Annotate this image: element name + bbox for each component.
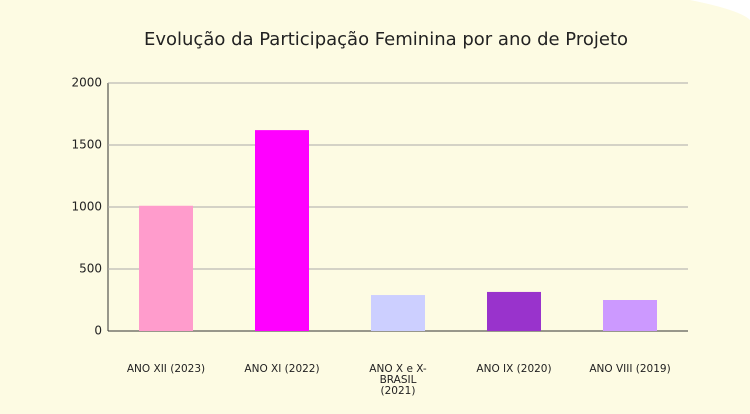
- corner-shape: [690, 0, 750, 20]
- x-tick-label: ANO XII (2023): [126, 363, 206, 375]
- bar: [371, 295, 425, 331]
- bar: [255, 130, 309, 331]
- bar: [139, 205, 193, 331]
- x-tick-label: ANO XI (2022): [244, 363, 320, 375]
- bar: [603, 300, 657, 331]
- bar: [487, 291, 541, 331]
- y-tick-label: 0: [94, 324, 102, 338]
- y-tick-label: 1000: [71, 200, 102, 214]
- x-tick-label: ANO VIII (2019): [589, 363, 671, 375]
- y-tick-label: 1500: [71, 138, 102, 152]
- x-tick-label: ANO IX (2020): [476, 363, 552, 375]
- chart-title: Evolução da Participação Feminina por an…: [144, 29, 628, 50]
- y-tick-label: 2000: [71, 76, 102, 90]
- y-tick-label: 500: [79, 262, 102, 276]
- x-tick-label: ANO X e X-BRASIL (2021): [369, 363, 427, 397]
